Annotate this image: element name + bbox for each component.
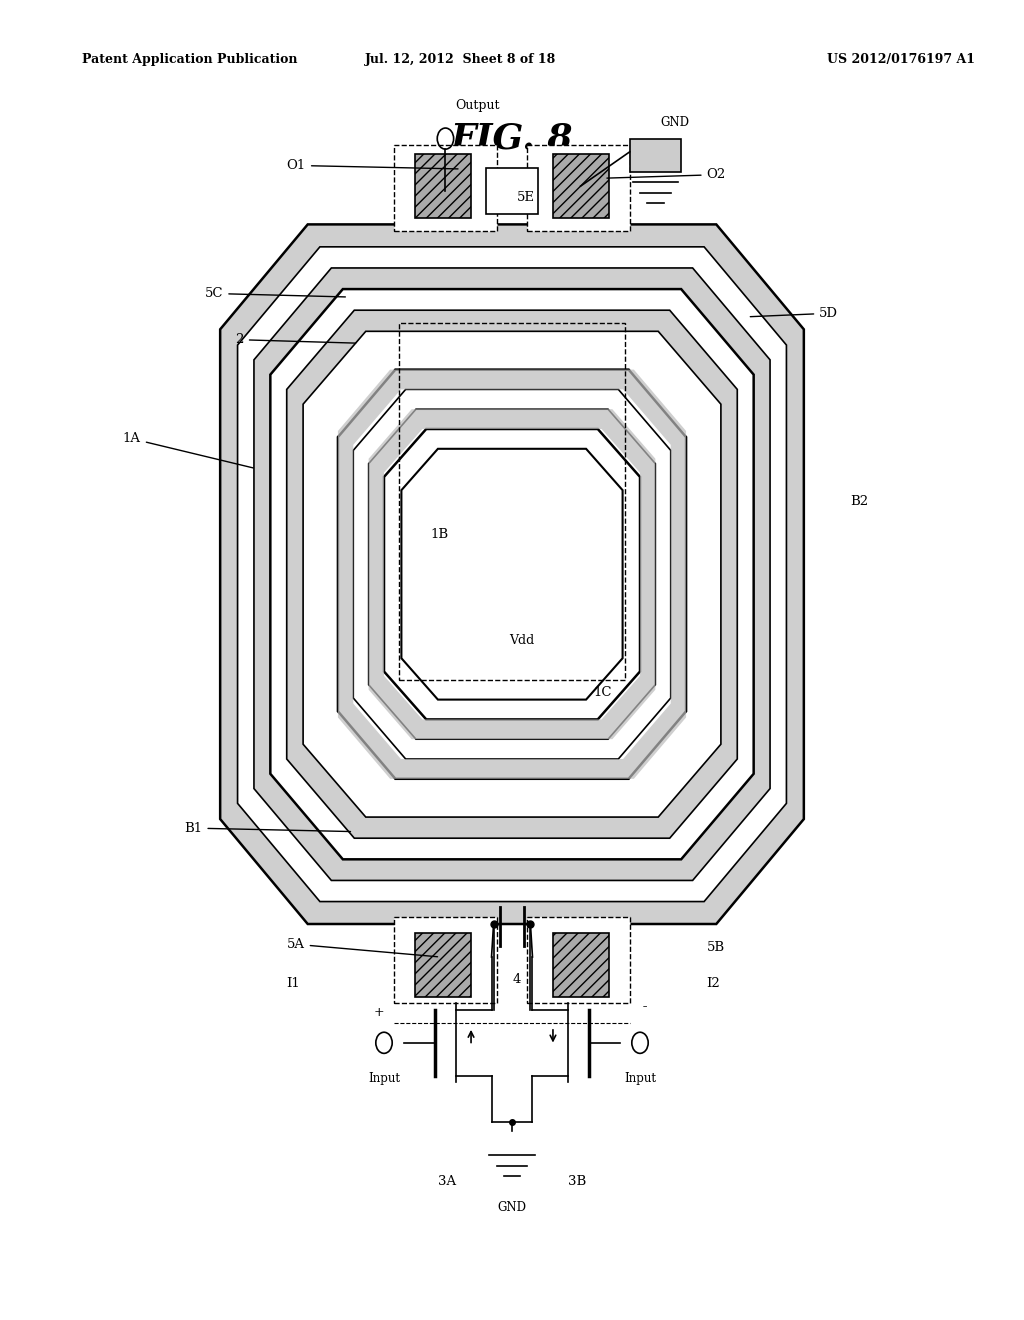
Text: 5B: 5B xyxy=(707,941,725,954)
Text: 5E: 5E xyxy=(517,191,536,205)
Text: 1B: 1B xyxy=(430,528,449,541)
Text: Jul. 12, 2012  Sheet 8 of 18: Jul. 12, 2012 Sheet 8 of 18 xyxy=(366,53,556,66)
FancyBboxPatch shape xyxy=(527,917,630,1003)
Polygon shape xyxy=(401,449,623,700)
Polygon shape xyxy=(384,429,640,719)
Text: FIG. 8: FIG. 8 xyxy=(451,121,573,156)
Text: B1: B1 xyxy=(184,821,350,834)
Text: 3B: 3B xyxy=(568,1175,587,1188)
Bar xyxy=(630,139,681,172)
Polygon shape xyxy=(369,409,655,739)
Text: GND: GND xyxy=(660,116,689,129)
Text: I2: I2 xyxy=(707,977,720,990)
Text: 5A: 5A xyxy=(287,937,437,957)
PathPatch shape xyxy=(369,409,655,739)
Text: B2: B2 xyxy=(850,495,868,508)
Text: Vdd: Vdd xyxy=(510,634,535,647)
Bar xyxy=(553,933,609,997)
Text: Patent Application Publication: Patent Application Publication xyxy=(82,53,297,66)
Text: US 2012/0176197 A1: US 2012/0176197 A1 xyxy=(827,53,975,66)
Text: 5D: 5D xyxy=(751,306,839,319)
FancyBboxPatch shape xyxy=(394,145,497,231)
Text: 3A: 3A xyxy=(437,1175,456,1188)
Text: 4: 4 xyxy=(513,973,521,986)
Text: +: + xyxy=(374,1006,384,1019)
Text: I1: I1 xyxy=(287,977,300,990)
Polygon shape xyxy=(353,389,671,759)
Bar xyxy=(415,933,471,997)
FancyBboxPatch shape xyxy=(527,145,630,231)
FancyBboxPatch shape xyxy=(394,917,497,1003)
PathPatch shape xyxy=(254,268,770,880)
Text: Input: Input xyxy=(624,1072,656,1085)
Text: 2: 2 xyxy=(236,333,355,346)
PathPatch shape xyxy=(338,370,686,779)
PathPatch shape xyxy=(220,224,804,924)
Polygon shape xyxy=(338,370,686,779)
Text: GND: GND xyxy=(498,1201,526,1214)
Text: 1A: 1A xyxy=(123,432,253,469)
Text: ¯: ¯ xyxy=(642,1006,648,1019)
Bar xyxy=(553,154,609,218)
PathPatch shape xyxy=(287,310,737,838)
Text: Output: Output xyxy=(456,99,500,112)
Text: 1C: 1C xyxy=(594,686,612,700)
Text: O2: O2 xyxy=(607,168,726,181)
Bar xyxy=(486,168,538,214)
Bar xyxy=(415,154,471,218)
Text: 5C: 5C xyxy=(205,286,345,300)
Text: Input: Input xyxy=(368,1072,400,1085)
Text: O1: O1 xyxy=(287,158,458,172)
